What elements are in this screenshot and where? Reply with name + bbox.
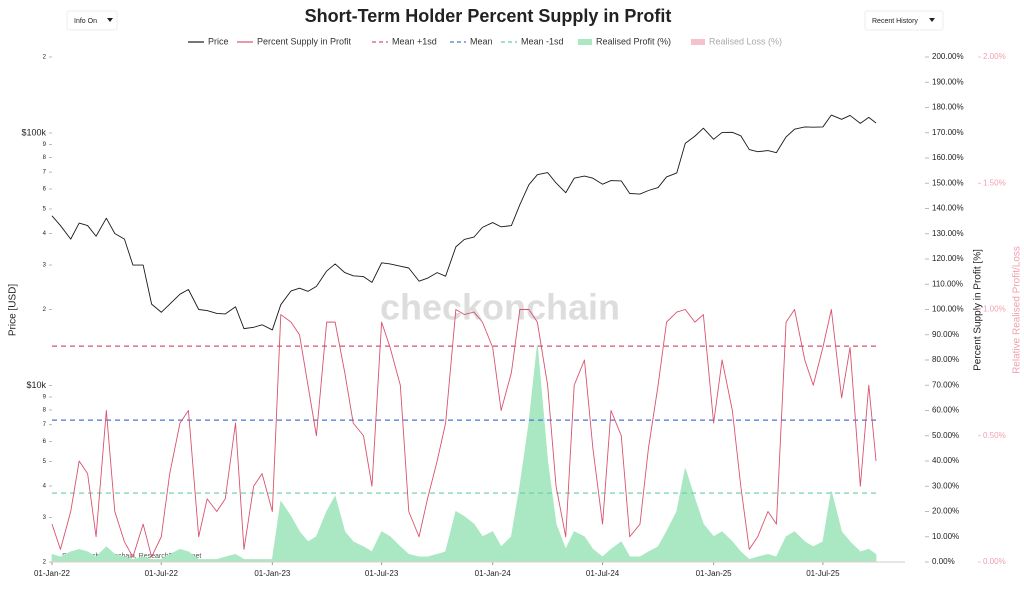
y-tick-label: 3 <box>43 515 47 521</box>
source-note: Source: _checkonchain, ResearchBitcoin.n… <box>62 553 201 560</box>
legend-label: Mean <box>470 36 493 46</box>
y-tick-label: 2 <box>43 560 47 566</box>
y2-tick-label: 40.00% <box>932 456 959 465</box>
y2-tick-label: 130.00% <box>932 229 964 238</box>
x-tick-label: 01-Jan-24 <box>475 569 512 578</box>
x-tick-label: 01-Jan-22 <box>34 569 71 578</box>
chart-title: Short-Term Holder Percent Supply in Prof… <box>305 6 672 26</box>
y2-tick-label: 70.00% <box>932 380 959 389</box>
y-tick-label: $10k <box>26 380 46 390</box>
y2-tick-label: 100.00% <box>932 305 964 314</box>
y2-tick-label: 200.00% <box>932 52 964 61</box>
y2-tick-label: 170.00% <box>932 128 964 137</box>
y-tick-label: 4 <box>43 231 47 237</box>
legend-label: Mean +1sd <box>392 36 437 46</box>
y-tick-label: 9 <box>43 142 47 148</box>
y-tick-label: 5 <box>43 207 47 213</box>
y-tick-label: 2 <box>43 307 47 313</box>
y-tick-label: 8 <box>43 155 47 161</box>
y-axis-title: Price [USD] <box>8 284 19 336</box>
y3-tick-label: 0.00% <box>983 557 1006 566</box>
y-tick-label: 4 <box>43 484 47 490</box>
legend-label: Mean -1sd <box>521 36 564 46</box>
legend-label: Realised Loss (%) <box>709 36 782 46</box>
dropdown-arrow <box>107 18 113 22</box>
y3-tick-label: 1.00% <box>983 305 1006 314</box>
y3-tick-label: 2.00% <box>983 52 1006 61</box>
history-select-label[interactable]: Recent History <box>872 18 918 25</box>
y-tick-label: 6 <box>43 187 47 193</box>
y2-tick-label: 180.00% <box>932 103 964 112</box>
y2-tick-label: 160.00% <box>932 153 964 162</box>
watermark: checkonchain <box>380 287 620 328</box>
legend-swatch <box>578 39 592 45</box>
y2-tick-label: 50.00% <box>932 431 959 440</box>
y-tick-label: 7 <box>43 170 47 176</box>
y2-tick-label: 140.00% <box>932 204 964 213</box>
y2-tick-label: 150.00% <box>932 178 964 187</box>
y2-tick-label: 60.00% <box>932 406 959 415</box>
history-select[interactable] <box>864 10 944 31</box>
x-tick-label: 01-Jul-22 <box>145 569 179 578</box>
y-tick-label: 9 <box>43 395 47 401</box>
y3-tick-label: 0.50% <box>983 431 1006 440</box>
legend-swatch <box>691 39 705 45</box>
y2-tick-label: 30.00% <box>932 481 959 490</box>
legend-label: Percent Supply in Profit <box>257 36 352 46</box>
y2-tick-label: 110.00% <box>932 279 963 288</box>
y-tick-label: 5 <box>43 459 47 465</box>
y2-tick-label: 90.00% <box>932 330 959 339</box>
dropdown-arrow <box>929 18 935 22</box>
line <box>51 114 877 331</box>
area <box>51 344 877 563</box>
y3-axis-title: Relative Realised Profit/Loss <box>1012 246 1023 374</box>
y-tick-label: 6 <box>43 439 47 445</box>
y-tick-label: 2 <box>43 55 47 61</box>
info-toggle[interactable] <box>66 10 118 31</box>
y2-tick-label: 0.00% <box>932 557 955 566</box>
x-tick-label: 01-Jul-24 <box>586 569 620 578</box>
legend-label: Price <box>208 36 229 46</box>
y-tick-label: 7 <box>43 422 47 428</box>
y2-tick-label: 190.00% <box>932 77 964 86</box>
y2-tick-label: 80.00% <box>932 355 959 364</box>
y2-tick-label: 120.00% <box>932 254 964 263</box>
y2-tick-label: 20.00% <box>932 507 959 516</box>
y3-tick-label: 1.50% <box>983 178 1006 187</box>
y-tick-label: $100k <box>21 127 46 137</box>
x-tick-label: 01-Jul-25 <box>806 569 840 578</box>
y2-tick-label: 10.00% <box>932 532 959 541</box>
x-tick-label: 01-Jan-25 <box>696 569 733 578</box>
line <box>51 309 877 558</box>
y-tick-label: 3 <box>43 263 47 269</box>
info-toggle-label[interactable]: Info On <box>74 18 97 25</box>
x-tick-label: 01-Jul-23 <box>365 569 399 578</box>
x-tick-label: 01-Jan-23 <box>254 569 291 578</box>
y-tick-label: 8 <box>43 408 47 414</box>
legend-label: Realised Profit (%) <box>596 36 671 46</box>
